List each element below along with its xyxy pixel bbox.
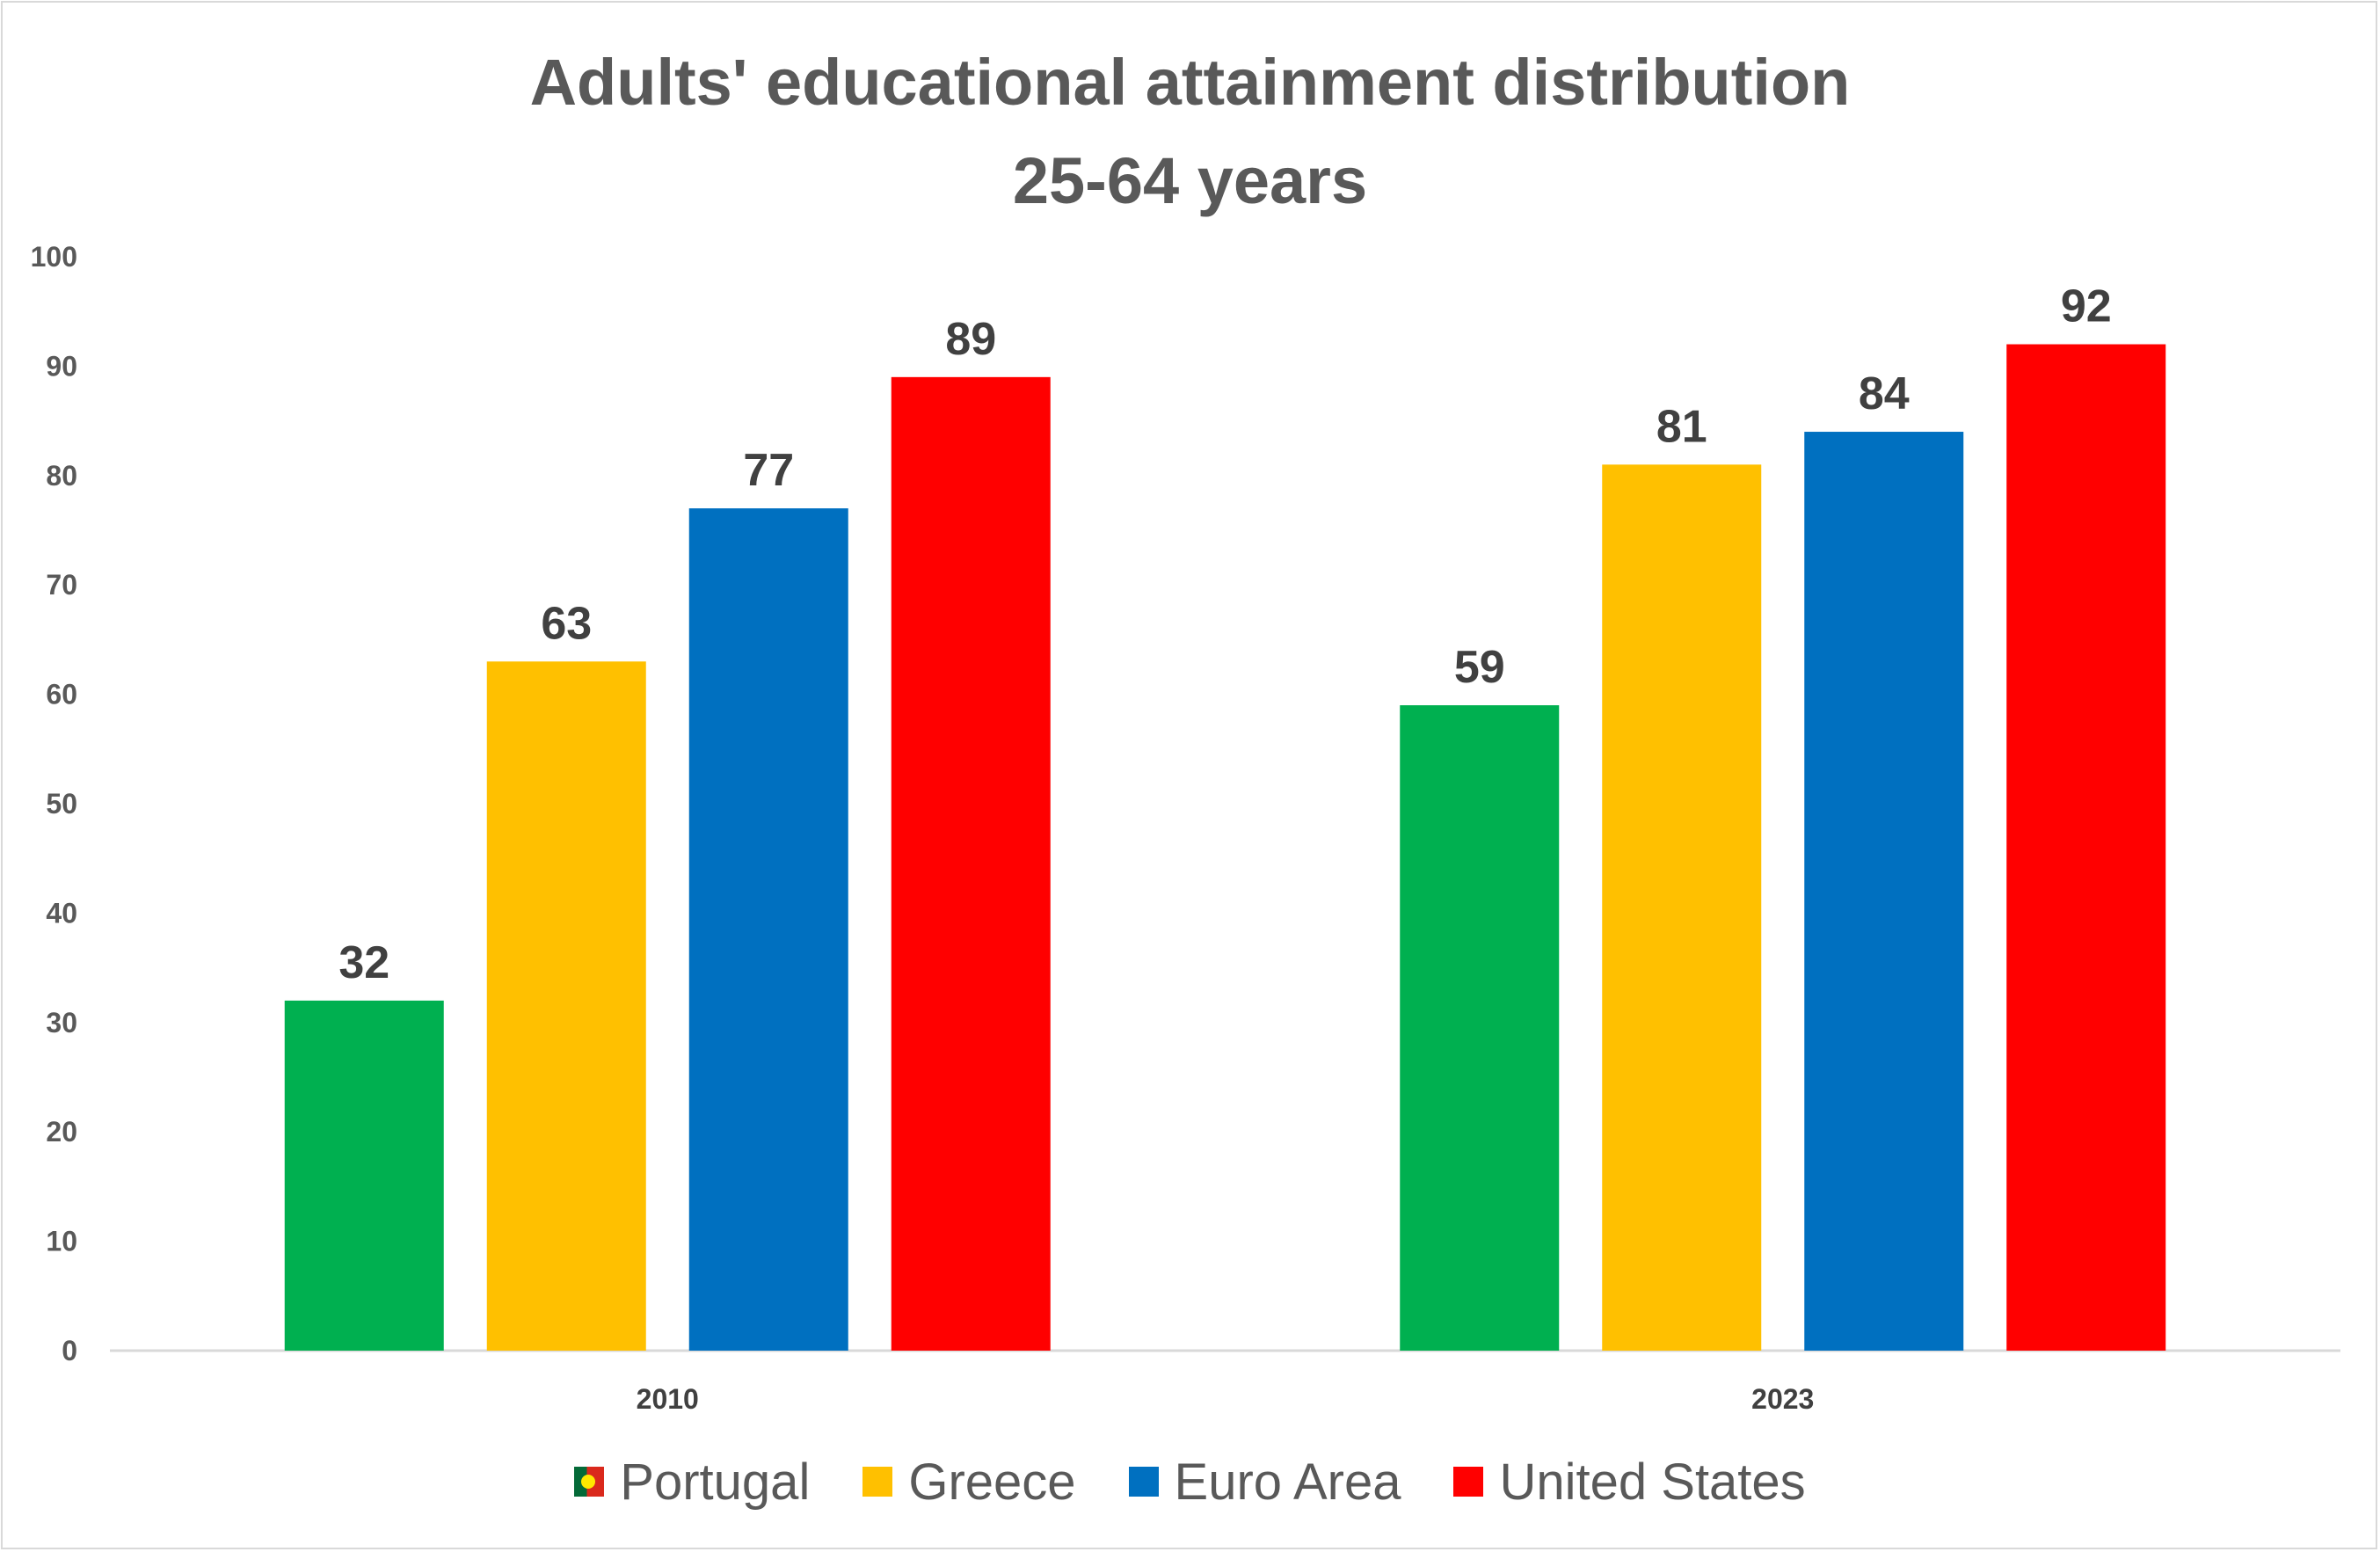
legend-label-greece: Greece bbox=[908, 1453, 1076, 1511]
y-tick-label: 100 bbox=[31, 241, 77, 273]
bar-portugal-2023 bbox=[1400, 705, 1560, 1351]
legend-label-euro-area: Euro Area bbox=[1174, 1453, 1401, 1511]
y-tick-label: 90 bbox=[46, 350, 77, 382]
data-label-greece-2010: 63 bbox=[541, 598, 592, 649]
legend-swatch-greece bbox=[862, 1467, 893, 1497]
data-label-portugal-2010: 32 bbox=[338, 937, 389, 988]
data-label-greece-2023: 81 bbox=[1656, 401, 1707, 452]
y-tick-label: 80 bbox=[46, 460, 77, 492]
y-tick-label: 20 bbox=[46, 1116, 77, 1148]
legend-swatch-united-states bbox=[1453, 1467, 1484, 1497]
y-tick-label: 50 bbox=[46, 788, 77, 820]
data-label-euro_area-2023: 84 bbox=[1859, 368, 1910, 419]
bar-portugal-2010 bbox=[284, 1000, 444, 1351]
chart-title: Adults' educational attainment distribut… bbox=[0, 33, 2380, 230]
bar-euro_area-2023 bbox=[1804, 432, 1964, 1351]
y-tick-label: 70 bbox=[46, 569, 77, 601]
legend-item-euro-area: Euro Area bbox=[1128, 1453, 1401, 1512]
portugal-flag-icon bbox=[574, 1467, 605, 1497]
y-tick-label: 30 bbox=[46, 1007, 77, 1038]
bar-greece-2010 bbox=[486, 661, 646, 1351]
chart-title-line: Adults' educational attainment distribut… bbox=[529, 46, 1851, 119]
bar-united_states-2023 bbox=[2006, 344, 2166, 1351]
legend-label-portugal: Portugal bbox=[620, 1453, 811, 1511]
x-tick-label: 2010 bbox=[637, 1383, 699, 1415]
data-label-euro_area-2010: 77 bbox=[743, 445, 794, 496]
y-tick-label: 60 bbox=[46, 679, 77, 710]
legend-item-greece: Greece bbox=[862, 1453, 1076, 1512]
bar-united_states-2010 bbox=[891, 376, 1051, 1352]
chart-subtitle-line: 25-64 years bbox=[1012, 144, 1368, 217]
bar-greece-2023 bbox=[1602, 464, 1762, 1351]
bar-euro_area-2010 bbox=[688, 508, 848, 1351]
data-label-united_states-2023: 92 bbox=[2061, 281, 2112, 332]
legend-item-united-states: United States bbox=[1453, 1453, 1806, 1512]
y-tick-label: 10 bbox=[46, 1226, 77, 1257]
data-label-portugal-2023: 59 bbox=[1454, 642, 1505, 693]
y-tick-label: 40 bbox=[46, 897, 77, 929]
data-label-united_states-2010: 89 bbox=[945, 314, 996, 365]
chart-legend: Portugal Greece Euro Area United States bbox=[0, 1446, 2380, 1517]
legend-label-united-states: United States bbox=[1499, 1453, 1806, 1511]
x-tick-label: 2023 bbox=[1751, 1383, 1814, 1415]
legend-item-portugal: Portugal bbox=[574, 1453, 810, 1512]
y-tick-label: 0 bbox=[62, 1335, 77, 1366]
legend-swatch-euro-area bbox=[1128, 1467, 1159, 1497]
